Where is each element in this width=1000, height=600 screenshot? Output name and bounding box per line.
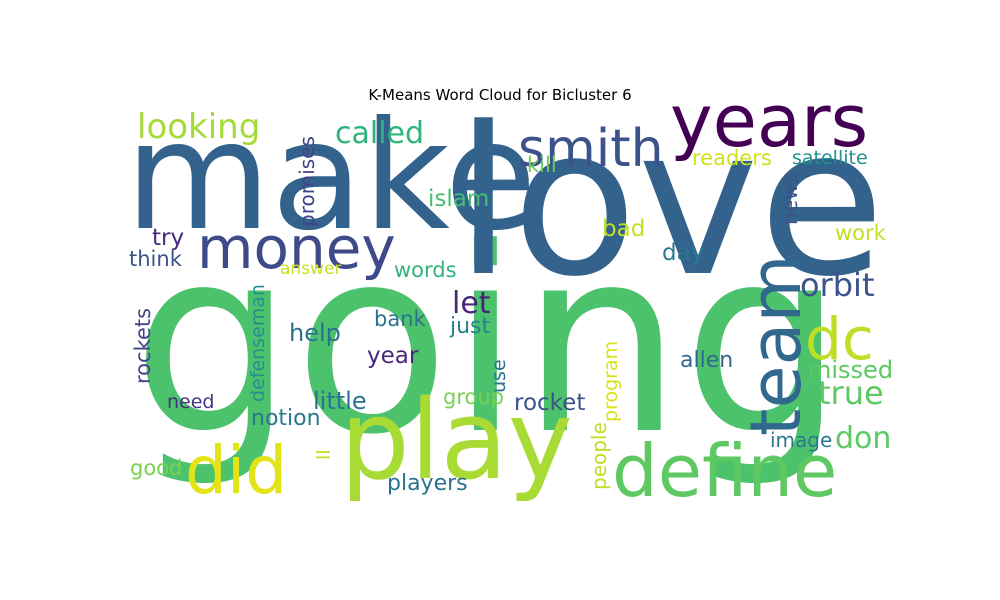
word-kill: kill [527, 153, 557, 177]
word-called: called [335, 116, 424, 151]
word-news: news [778, 173, 802, 225]
word-good: good [130, 456, 182, 480]
word-help: help [289, 319, 341, 347]
word-years: years [670, 79, 868, 163]
word-rocket: rocket [514, 390, 585, 416]
chart-title: K-Means Word Cloud for Bicluster 6 [368, 86, 632, 104]
word-team: team [735, 254, 817, 436]
word-orbit: orbit [800, 266, 874, 304]
word-promises: promises [295, 136, 319, 227]
word-try: try [152, 225, 184, 251]
word-let: let [452, 286, 491, 321]
word-year: year [367, 343, 419, 369]
word-play: play [340, 376, 573, 504]
word-bank: bank [374, 307, 427, 331]
word-dc: dc [805, 305, 874, 373]
word-define: define [612, 429, 837, 513]
word-work: work [835, 221, 887, 245]
word-islam: islam [428, 186, 489, 212]
word-little: little [313, 387, 367, 415]
word-love: love [455, 84, 885, 322]
word-rockets: rockets [131, 308, 155, 384]
word-money: money [197, 214, 396, 282]
word-image: image [770, 428, 832, 452]
word-true: true [818, 374, 884, 412]
word-notion: notion [251, 406, 321, 431]
word-players: players [387, 471, 468, 496]
word-readers: readers [692, 146, 772, 170]
word-make: make [125, 90, 537, 264]
word-just: just [449, 314, 491, 339]
word-answer: answer [280, 259, 341, 279]
word-use: use [488, 359, 510, 393]
word-going: going [132, 194, 844, 491]
word-looking: looking [137, 107, 260, 147]
word-defenseman: defenseman [247, 284, 269, 402]
word-ll: ll [313, 449, 335, 460]
word-don: don [835, 421, 891, 456]
word-people: people [587, 422, 611, 490]
word-smith: smith [518, 119, 664, 179]
word-allen: allen [680, 348, 733, 373]
word-think: think [129, 247, 183, 271]
word-did: did [185, 432, 287, 509]
word-words: words [394, 258, 457, 282]
word-missed: missed [808, 356, 893, 384]
word-program: program [600, 341, 622, 422]
word-day: day [662, 240, 704, 266]
word-group: group [443, 385, 504, 409]
word-need: need [167, 391, 214, 413]
word-satellite: satellite [792, 147, 868, 169]
word-bad: bad [602, 216, 645, 242]
